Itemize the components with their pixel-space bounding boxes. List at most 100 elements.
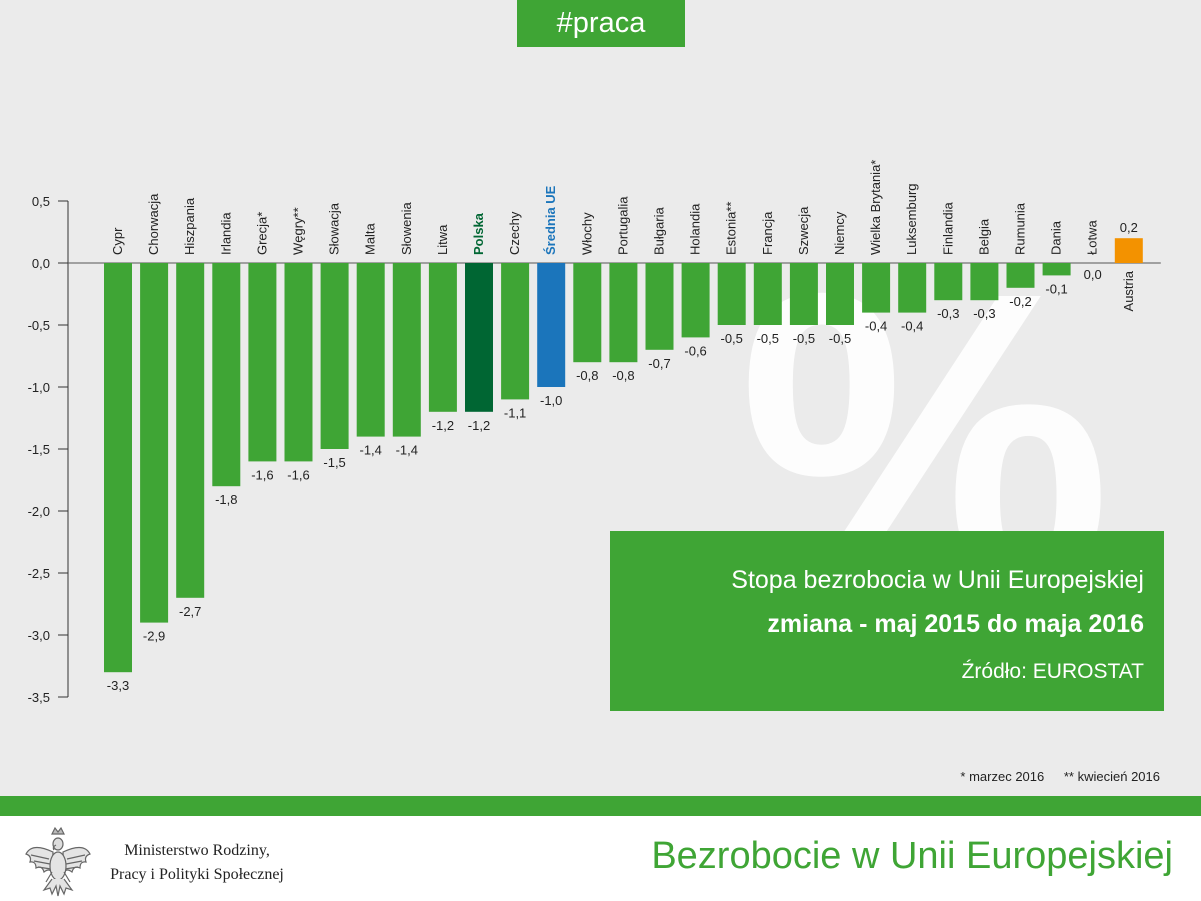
bar — [1006, 263, 1035, 288]
bar-value-label: -1,2 — [432, 418, 454, 433]
bar — [645, 263, 674, 350]
category-label: Łotwa — [1085, 220, 1100, 255]
category-label: Malta — [363, 222, 378, 255]
category-label: Portugalia — [615, 196, 630, 255]
footnote-april: ** kwiecień 2016 — [1063, 769, 1160, 784]
bar — [609, 263, 638, 363]
bar — [501, 263, 530, 400]
footer-title: Bezrobocie w Unii Europejskiej — [651, 835, 1173, 877]
bar-value-label: -0,4 — [901, 319, 923, 334]
category-label: Słowacja — [327, 202, 342, 255]
bar-value-label: -1,4 — [396, 443, 418, 458]
category-label: Średnia UE — [543, 185, 558, 255]
bar-value-label: -1,4 — [359, 443, 381, 458]
bar — [970, 263, 999, 301]
category-label: Grecja* — [254, 212, 269, 255]
eagle-emblem-icon — [25, 826, 91, 897]
category-label: Czechy — [507, 211, 522, 255]
bar-value-label: -1,0 — [540, 393, 562, 408]
y-tick-label: -3,0 — [28, 628, 50, 643]
category-label: Polska — [471, 212, 486, 255]
bar-value-label: -1,1 — [504, 405, 526, 420]
bar — [392, 263, 421, 437]
bar — [104, 263, 132, 673]
bar-value-label: -0,8 — [612, 368, 634, 383]
category-label: Słowenia — [399, 201, 414, 255]
bar — [356, 263, 385, 437]
chart-title: Stopa bezrobocia w Unii Europejskiej — [731, 566, 1144, 594]
y-tick-label: -2,5 — [28, 566, 50, 581]
y-tick-label: -1,5 — [28, 442, 50, 457]
category-label: Belgia — [976, 218, 991, 255]
y-tick-label: 0,0 — [32, 256, 50, 271]
ministry-line-1: Ministerstwo Rodziny, — [124, 842, 270, 859]
category-label: Estonia** — [724, 202, 739, 255]
bar — [320, 263, 349, 449]
chart-subtitle: zmiana - maj 2015 do maja 2016 — [767, 610, 1144, 638]
bar-value-label: -0,5 — [829, 331, 851, 346]
bar-value-label: -1,2 — [468, 418, 490, 433]
bar-value-label: -2,7 — [179, 604, 201, 619]
bar — [573, 263, 602, 363]
bar-value-label: 0,2 — [1120, 220, 1138, 235]
y-tick-label: 0,5 — [32, 194, 50, 209]
bar-value-label: -1,8 — [215, 492, 237, 507]
bar-value-label: -0,8 — [576, 368, 598, 383]
bar-value-label: -1,5 — [323, 455, 345, 470]
category-label: Chorwacja — [146, 193, 161, 255]
ministry-line-2: Pracy i Polityki Społecznej — [110, 866, 284, 883]
data-source: Źródło: EUROSTAT — [961, 660, 1144, 683]
bar — [717, 263, 746, 325]
bar — [1114, 238, 1143, 263]
y-tick-label: -3,5 — [28, 690, 50, 705]
bar-value-label: -3,3 — [107, 678, 129, 693]
bar-value-label: -0,3 — [973, 306, 995, 321]
green-divider-stripe — [0, 796, 1201, 816]
category-label: Holandia — [688, 203, 703, 255]
bar-value-label: -0,7 — [648, 356, 670, 371]
bar — [789, 263, 818, 325]
category-label: Litwa — [435, 224, 450, 255]
bar — [212, 263, 241, 487]
category-label: Austria — [1121, 270, 1136, 311]
category-label: Luksemburg — [904, 183, 919, 255]
footer: Ministerstwo Rodziny, Pracy i Polityki S… — [0, 816, 1201, 901]
category-label: Niemcy — [832, 211, 847, 255]
bar-value-label: -0,5 — [720, 331, 742, 346]
bar-value-label: 0,0 — [1084, 267, 1102, 282]
category-label: Włochy — [579, 212, 594, 255]
footnotes: * marzec 2016 ** kwiecień 2016 — [900, 769, 1160, 787]
bar-value-label: -0,6 — [684, 343, 706, 358]
bar — [248, 263, 277, 462]
bar-value-label: -0,2 — [1009, 294, 1031, 309]
bar — [465, 263, 493, 412]
bar — [681, 263, 710, 338]
bar-value-label: -0,1 — [1045, 281, 1067, 296]
category-label: Wielka Brytania* — [868, 160, 883, 255]
bar-value-label: -0,5 — [793, 331, 815, 346]
bar-value-label: -0,3 — [937, 306, 959, 321]
footnote-march: * marzec 2016 — [960, 769, 1045, 784]
hashtag-badge: #praca — [517, 0, 685, 47]
category-label: Dania — [1049, 220, 1064, 255]
category-label: Bułgaria — [652, 207, 667, 255]
category-label: Finlandia — [940, 201, 955, 255]
y-tick-label: -1,0 — [28, 380, 50, 395]
bar — [753, 263, 782, 325]
category-label: Francja — [760, 211, 775, 255]
bar — [1042, 263, 1071, 276]
category-label: Węgry** — [291, 207, 306, 255]
y-tick-label: -2,0 — [28, 504, 50, 519]
chart-info-box: Stopa bezrobocia w Unii Europejskiej zmi… — [610, 531, 1164, 711]
category-label: Cypr — [110, 227, 125, 255]
bar — [826, 263, 854, 325]
bar — [284, 263, 313, 462]
bar — [934, 263, 963, 301]
bar — [862, 263, 891, 313]
ministry-name: Ministerstwo Rodziny, Pracy i Polityki S… — [92, 839, 302, 887]
category-label: Irlandia — [218, 212, 233, 255]
bar — [537, 263, 566, 387]
y-tick-label: -0,5 — [28, 318, 50, 333]
bar-value-label: -1,6 — [251, 467, 273, 482]
